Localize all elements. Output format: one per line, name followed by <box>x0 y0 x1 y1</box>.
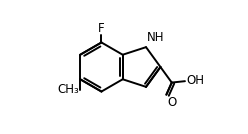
Text: F: F <box>98 22 105 35</box>
Text: OH: OH <box>186 74 204 87</box>
Text: O: O <box>167 96 176 109</box>
Text: NH: NH <box>147 31 164 44</box>
Text: CH₃: CH₃ <box>57 83 79 96</box>
